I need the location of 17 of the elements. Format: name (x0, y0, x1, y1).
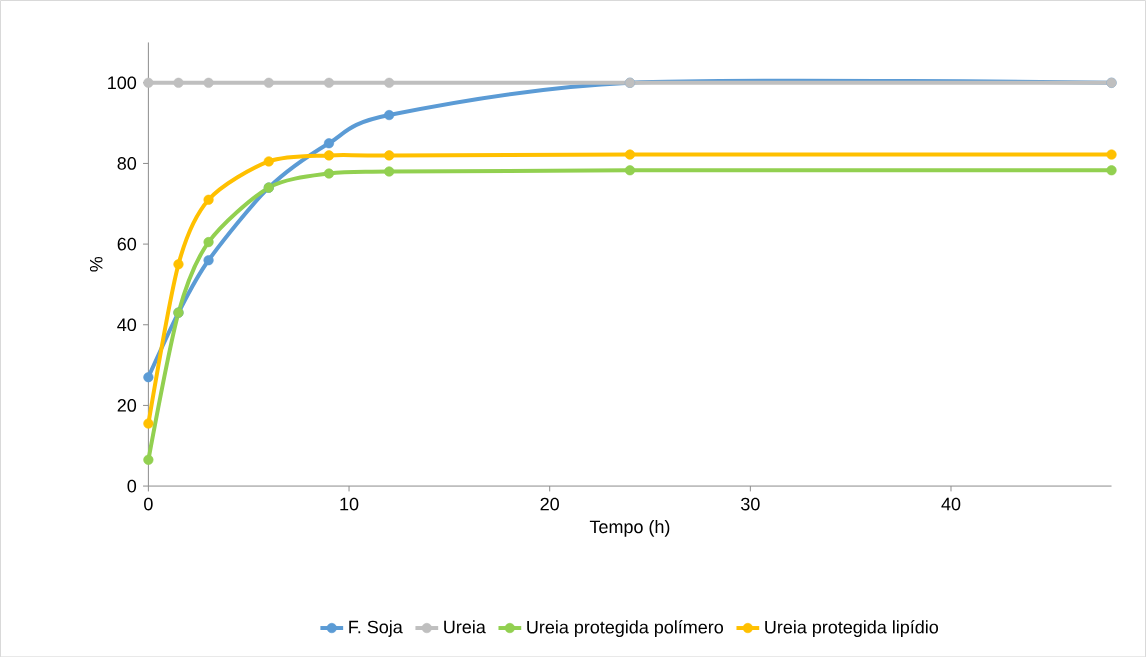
x-tick-label: 40 (941, 497, 961, 511)
legend-label: Ureia protegida lipídio (765, 619, 939, 637)
legend-label: Ureia (444, 619, 486, 634)
y-tick-label: 60 (117, 237, 137, 251)
y-tick-label: 20 (117, 398, 137, 412)
y-tick-label: 100 (108, 76, 137, 89)
y-tick-label: 0 (127, 479, 137, 493)
x-tick-label: 10 (340, 497, 359, 511)
y-axis-title: % (89, 256, 103, 272)
legend-label: F. Soja (349, 619, 403, 637)
x-tick-label: 20 (540, 497, 559, 511)
legend-label: Ureia protegida polímero (527, 619, 724, 637)
x-tick-label: 30 (741, 497, 760, 511)
x-tick-label: 0 (144, 497, 153, 511)
y-tick-label: 40 (117, 318, 137, 331)
x-axis-title: Tempo (h) (589, 519, 670, 537)
y-tick-label: 80 (117, 156, 137, 170)
